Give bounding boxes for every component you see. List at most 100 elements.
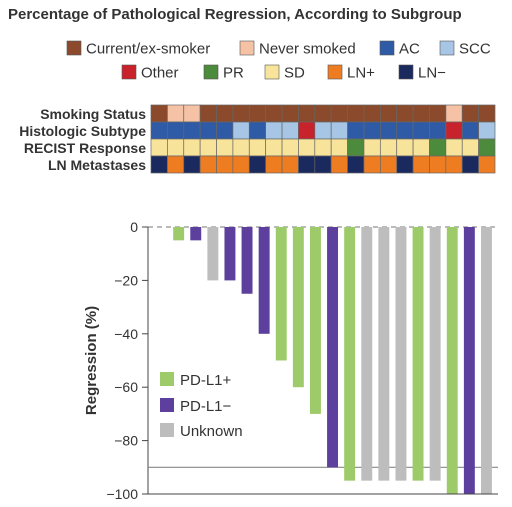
heatmap-cell-3-11 <box>330 155 348 174</box>
bar-11 <box>344 227 356 481</box>
y-axis-label: Regression (%) <box>83 306 100 415</box>
heatmap-cell-0-12 <box>347 104 365 123</box>
bar-14 <box>395 227 407 481</box>
heatmap-cell-1-13 <box>363 121 381 140</box>
heatmap-cell-2-12 <box>347 138 365 157</box>
bar-12 <box>361 227 373 481</box>
heatmap-cell-2-5 <box>232 138 250 157</box>
heatmap-cell-3-8 <box>281 155 299 174</box>
bar-legend-swatch-0 <box>160 372 174 386</box>
heatmap-cell-2-2 <box>183 138 201 157</box>
heatmap-cell-0-18 <box>445 104 463 123</box>
heatmap-cell-0-1 <box>167 104 185 123</box>
heatmap-cell-1-0 <box>150 121 168 140</box>
heatmap-cell-1-18 <box>445 121 463 140</box>
y-tick-label-0: 0 <box>130 219 138 235</box>
bar-8 <box>292 227 304 388</box>
heatmap-cell-2-0 <box>150 138 168 157</box>
heatmap-cell-2-4 <box>216 138 234 157</box>
legend-swatch-1-1 <box>203 64 219 80</box>
heatmap-cell-0-11 <box>330 104 348 123</box>
heatmap-cell-3-15 <box>396 155 414 174</box>
heatmap-cell-2-19 <box>461 138 479 157</box>
heatmap-cell-3-5 <box>232 155 250 174</box>
bar-3 <box>207 227 219 281</box>
heatmap-cell-0-3 <box>199 104 217 123</box>
heatmap-cell-1-15 <box>396 121 414 140</box>
heatmap-cell-1-3 <box>199 121 217 140</box>
heatmap-cell-3-16 <box>412 155 430 174</box>
heatmap-row-label-1: Histologic Subtype <box>19 123 146 139</box>
heatmap-cell-3-18 <box>445 155 463 174</box>
heatmap-cell-0-9 <box>298 104 316 123</box>
heatmap-row-label-0: Smoking Status <box>40 106 146 122</box>
chart-title: Percentage of Pathological Regression, A… <box>8 6 462 23</box>
heatmap-cell-2-1 <box>167 138 185 157</box>
heatmap-cell-1-19 <box>461 121 479 140</box>
heatmap-cell-0-13 <box>363 104 381 123</box>
legend-swatch-0-2 <box>379 40 395 56</box>
heatmap-cell-2-3 <box>199 138 217 157</box>
bar-17 <box>446 227 458 494</box>
heatmap-cell-2-10 <box>314 138 332 157</box>
y-tick-label-1: −20 <box>114 272 138 288</box>
heatmap-cell-3-1 <box>167 155 185 174</box>
bar-4 <box>224 227 236 281</box>
heatmap-cell-1-9 <box>298 121 316 140</box>
heatmap-cell-2-20 <box>478 138 496 157</box>
bar-16 <box>429 227 441 481</box>
heatmap-cell-0-16 <box>412 104 430 123</box>
legend-label-0-1: Never smoked <box>259 41 356 58</box>
y-tick-label-5: −100 <box>106 486 138 502</box>
heatmap-cell-3-6 <box>248 155 267 174</box>
heatmap-cell-2-18 <box>445 138 463 157</box>
heatmap-cell-1-8 <box>281 121 299 140</box>
bar-5 <box>241 227 253 294</box>
legend-label-1-3: LN+ <box>347 65 375 82</box>
bar-7 <box>275 227 287 361</box>
heatmap-cell-3-14 <box>379 155 398 174</box>
heatmap-cell-0-19 <box>461 104 479 123</box>
heatmap-cell-3-12 <box>347 155 365 174</box>
heatmap-cell-1-17 <box>429 121 447 140</box>
bar-6 <box>258 227 270 334</box>
legend-swatch-1-2 <box>264 64 280 80</box>
bar-13 <box>378 227 390 481</box>
heatmap-cell-1-2 <box>183 121 201 140</box>
heatmap-cell-0-8 <box>281 104 299 123</box>
heatmap-cell-1-4 <box>216 121 234 140</box>
bar-legend-label-0: PD-L1+ <box>180 372 232 389</box>
heatmap-cell-1-16 <box>412 121 430 140</box>
y-tick-label-2: −40 <box>114 326 138 342</box>
heatmap-cell-0-10 <box>314 104 332 123</box>
heatmap-cell-1-1 <box>167 121 185 140</box>
bar-2 <box>190 227 202 241</box>
y-tick-label-4: −80 <box>114 433 138 449</box>
heatmap-cell-3-10 <box>314 155 332 174</box>
heatmap-cell-0-17 <box>429 104 447 123</box>
heatmap-row-label-3: LN Metastases <box>48 157 146 173</box>
bar-18 <box>463 227 475 494</box>
legend-label-1-0: Other <box>141 65 179 82</box>
heatmap-cell-0-0 <box>150 104 168 123</box>
bar-10 <box>327 227 339 468</box>
heatmap-cell-2-9 <box>298 138 316 157</box>
legend-label-0-2: AC <box>399 41 420 58</box>
heatmap-cell-2-11 <box>330 138 348 157</box>
heatmap-cell-0-7 <box>265 104 283 123</box>
heatmap-cell-2-15 <box>396 138 414 157</box>
bar-legend-swatch-1 <box>160 398 174 412</box>
heatmap-cell-3-20 <box>478 155 496 174</box>
y-tick-label-3: −60 <box>114 379 138 395</box>
legend-swatch-1-4 <box>398 64 414 80</box>
bar-19 <box>480 227 492 494</box>
legend-label-1-2: SD <box>284 65 305 82</box>
heatmap-cell-3-13 <box>363 155 381 174</box>
heatmap-cell-1-5 <box>232 121 250 140</box>
heatmap-cell-1-11 <box>330 121 348 140</box>
bar-9 <box>309 227 321 414</box>
heatmap-cell-2-6 <box>248 138 267 157</box>
heatmap-cell-2-16 <box>412 138 430 157</box>
legend-swatch-0-3 <box>439 40 455 56</box>
heatmap-cell-0-6 <box>248 104 267 123</box>
